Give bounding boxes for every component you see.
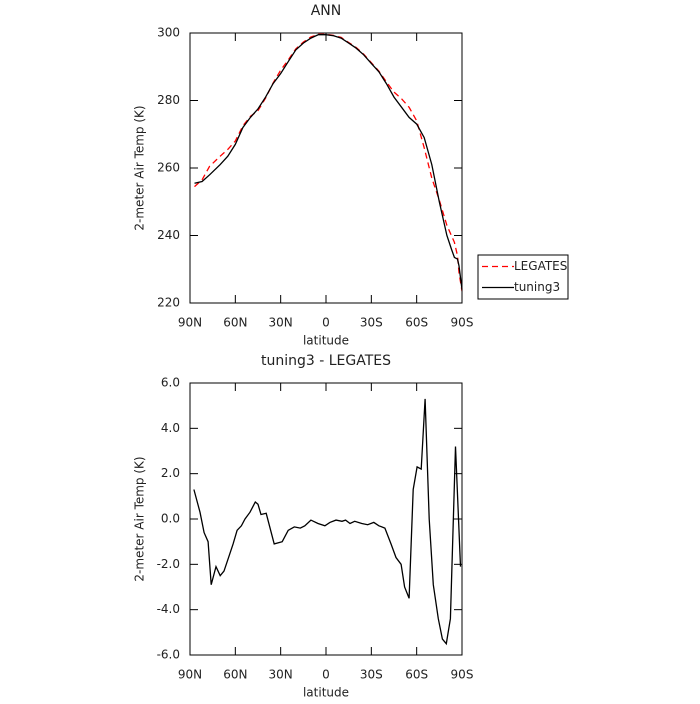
legend-box <box>477 254 569 300</box>
y-tick-label: -4.0 <box>157 602 180 616</box>
x-tick-label: 30S <box>360 668 383 682</box>
plot-frame <box>189 32 463 304</box>
y-tick-label: 240 <box>157 228 180 242</box>
chart-title: tuning3 - LEGATES <box>261 353 391 369</box>
x-tick-label: 90N <box>178 668 202 682</box>
x-tick-label: 60N <box>223 668 247 682</box>
x-tick-label: 60S <box>405 316 428 330</box>
x-tick-label: 60S <box>405 668 428 682</box>
y-tick-label: 6.0 <box>161 376 180 390</box>
y-tick-label: 2.0 <box>161 466 180 480</box>
x-tick-label: 90N <box>178 316 202 330</box>
y-axis-label: 2-meter Air Temp (K) <box>133 105 147 230</box>
y-tick-label: 280 <box>157 93 180 107</box>
x-axis-label: latitude <box>303 334 349 348</box>
data-line <box>194 33 463 292</box>
y-axis-label: 2-meter Air Temp (K) <box>133 456 147 581</box>
x-tick-label: 30N <box>269 316 293 330</box>
plot-frame <box>189 382 463 656</box>
y-tick-label: 4.0 <box>161 421 180 435</box>
y-tick-label: 0.0 <box>161 512 180 526</box>
chart-title: ANN <box>311 3 342 19</box>
y-tick-label: 300 <box>157 26 180 40</box>
data-line <box>194 34 463 290</box>
x-tick-label: 90S <box>451 316 474 330</box>
x-tick-label: 90S <box>451 668 474 682</box>
x-tick-label: 0 <box>322 316 330 330</box>
legend-label: LEGATES <box>514 259 567 273</box>
x-tick-label: 30S <box>360 316 383 330</box>
y-tick-label: -6.0 <box>157 648 180 662</box>
x-tick-label: 60N <box>223 316 247 330</box>
x-axis-label: latitude <box>303 686 349 700</box>
x-tick-label: 30N <box>269 668 293 682</box>
y-tick-label: 260 <box>157 161 180 175</box>
y-tick-label: -2.0 <box>157 557 180 571</box>
data-line <box>193 398 462 646</box>
legend-label: tuning3 <box>514 280 560 294</box>
y-tick-label: 220 <box>157 296 180 310</box>
x-tick-label: 0 <box>322 668 330 682</box>
